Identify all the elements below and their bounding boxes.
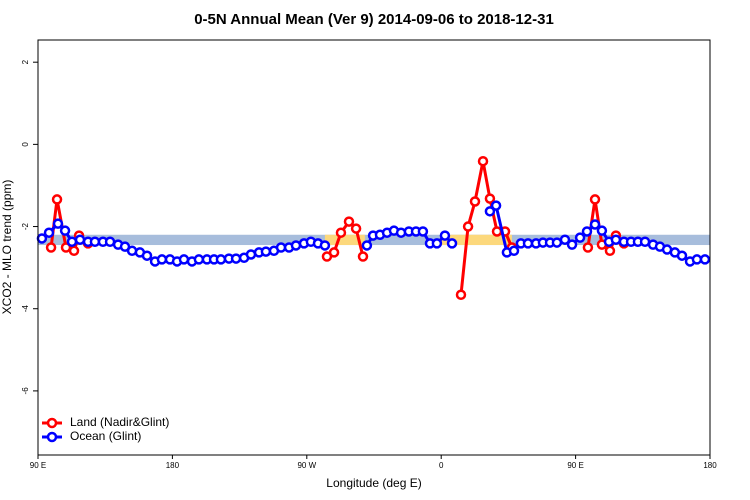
point: [582, 242, 594, 253]
point: [178, 254, 190, 265]
point: [699, 254, 711, 265]
point: [484, 206, 496, 217]
point: [417, 226, 429, 237]
x-tick-label: 0: [439, 461, 444, 470]
point: [446, 238, 458, 249]
y-tick-label: -6: [21, 387, 30, 395]
point: [508, 245, 520, 257]
point: [74, 234, 86, 245]
legend-label: Ocean (Glint): [70, 429, 141, 443]
point: [343, 216, 355, 227]
point: [319, 240, 331, 251]
point: [589, 219, 601, 230]
x-axis-label: Longitude (deg E): [326, 476, 421, 490]
point: [559, 234, 571, 245]
point: [245, 249, 257, 260]
point: [335, 227, 347, 238]
point: [610, 234, 622, 245]
point: [350, 223, 362, 234]
y-axis-label: XCO2 - MLO trend (ppm): [0, 180, 14, 315]
point: [490, 200, 502, 211]
plot-frame: [37, 39, 711, 456]
point: [455, 289, 467, 301]
legend-marker: [46, 431, 58, 443]
point: [477, 155, 489, 167]
point: [566, 239, 578, 250]
band: [440, 234, 512, 246]
x-tick-label: 180: [166, 461, 180, 470]
point: [68, 245, 80, 257]
legend-label: Land (Nadir&Glint): [70, 415, 169, 429]
point: [357, 251, 369, 262]
legend-marker: [46, 417, 58, 429]
point: [439, 230, 451, 241]
point: [230, 253, 242, 264]
y-tick-label: 0: [21, 142, 30, 147]
point: [589, 194, 601, 205]
x-tick-label: 90 W: [297, 461, 316, 470]
series-line: [49, 160, 625, 295]
chart-title: 0-5N Annual Mean (Ver 9) 2014-09-06 to 2…: [194, 11, 554, 28]
band: [324, 234, 365, 246]
point: [290, 240, 302, 251]
y-tick-label: 2: [21, 59, 30, 64]
point: [581, 226, 593, 237]
point: [361, 240, 373, 251]
point: [141, 250, 153, 261]
point: [59, 225, 71, 236]
y-tick-label: -4: [21, 305, 30, 313]
point: [469, 196, 481, 207]
y-tick-label: -2: [21, 222, 30, 230]
point: [66, 236, 78, 247]
point: [260, 246, 272, 257]
x-tick-label: 90 E: [30, 461, 46, 470]
point: [215, 254, 227, 265]
point: [596, 225, 608, 236]
point: [604, 245, 616, 257]
point: [43, 227, 55, 238]
point: [574, 232, 586, 243]
point: [484, 193, 496, 204]
point: [462, 221, 474, 232]
point: [51, 194, 63, 205]
point: [328, 247, 340, 258]
point: [431, 238, 443, 249]
point: [676, 250, 688, 261]
x-tick-label: 90 E: [567, 461, 583, 470]
point: [52, 218, 64, 229]
x-tick-label: 180: [703, 461, 717, 470]
point: [45, 242, 57, 253]
